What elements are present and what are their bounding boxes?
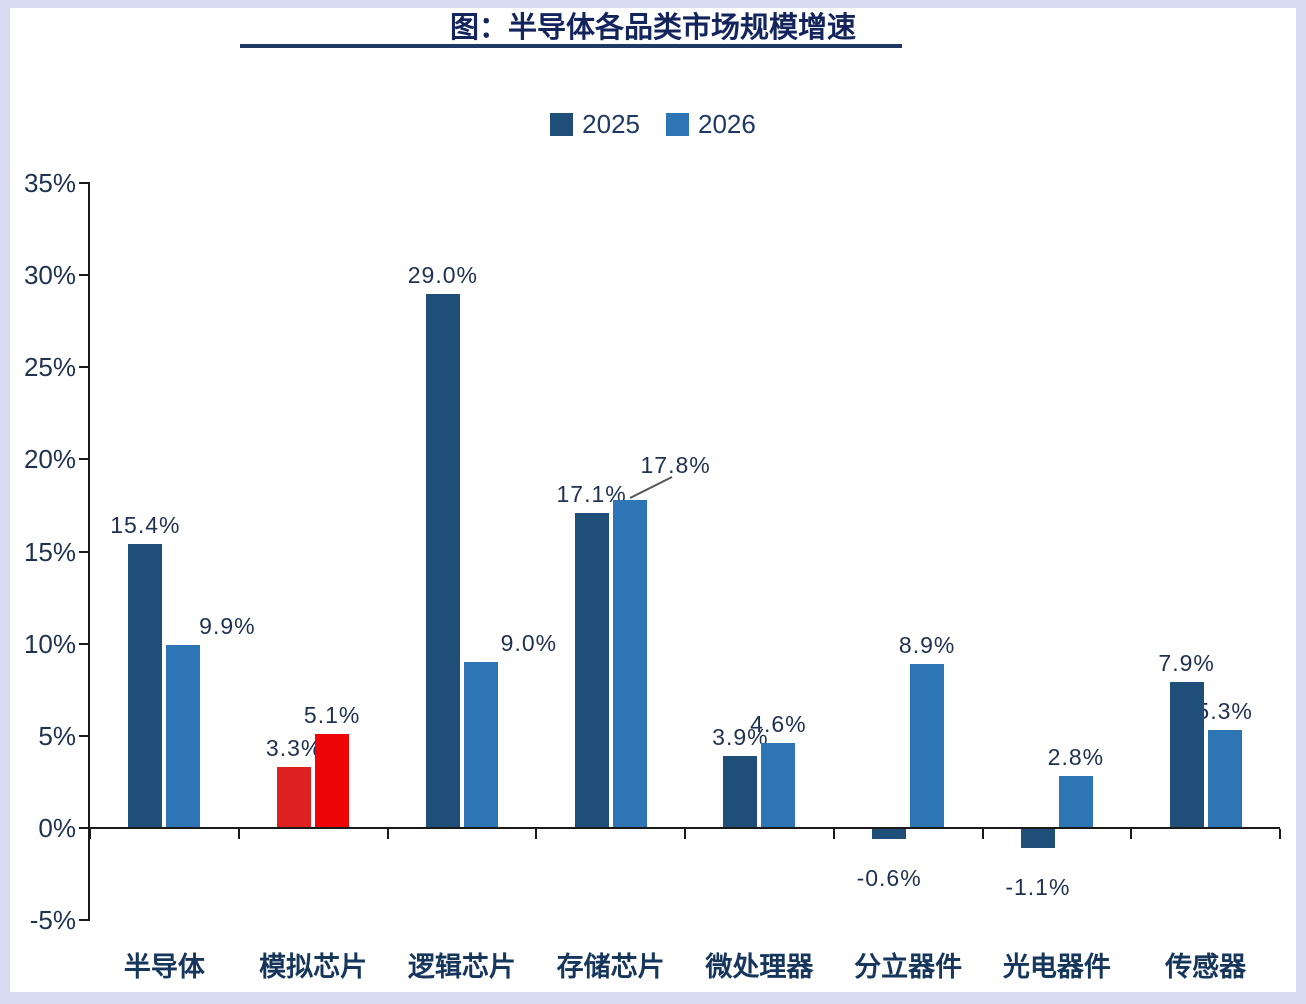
bar-label-2026-5: 8.9%	[898, 631, 956, 658]
y-tick-label: 0%	[38, 812, 76, 843]
chart-title: 图：半导体各品类市场规模增速	[449, 12, 856, 44]
bar-2025-1	[277, 767, 312, 828]
y-tick-mark	[79, 550, 90, 553]
y-tick-label: 25%	[23, 352, 76, 383]
bar-label-2026-6: 2.8%	[1047, 744, 1105, 771]
bar-label-2025-0: 15.4%	[110, 512, 181, 539]
category-label-7: 传感器	[1165, 952, 1247, 982]
x-axis-tick	[386, 828, 389, 839]
bar-2026-3	[612, 499, 647, 828]
bar-label-2026-7: 5.3%	[1196, 698, 1253, 725]
x-axis-tick	[832, 828, 835, 839]
y-tick-label: 35%	[23, 168, 76, 198]
y-tick-mark	[79, 826, 90, 829]
x-axis-tick	[1130, 828, 1133, 839]
bar-label-2026-0: 9.9%	[199, 613, 256, 640]
x-axis-line	[88, 826, 1280, 829]
category-label-2: 逻辑芯片	[407, 952, 516, 982]
category-label-1: 模拟芯片	[259, 952, 368, 982]
bar-label-2026-4: 4.6%	[750, 711, 807, 738]
bar-2025-4	[723, 756, 758, 828]
category-label-4: 微处理器	[705, 952, 814, 982]
y-tick-label: 30%	[23, 260, 76, 291]
y-tick-mark	[79, 919, 90, 921]
bar-2025-7	[1169, 682, 1204, 828]
bar-2025-0	[128, 544, 163, 828]
legend-item-2026: 2026	[666, 109, 756, 140]
bar-2026-1	[315, 733, 350, 828]
category-label-6: 光电器件	[1002, 952, 1111, 982]
bar-label-2026-1: 5.1%	[303, 701, 361, 728]
bar-2026-2	[463, 662, 498, 828]
legend-label: 2026	[698, 109, 756, 139]
legend: 2025 2026	[10, 109, 1296, 140]
category-label-3: 存储芯片	[556, 952, 665, 982]
bar-2026-6	[1058, 776, 1093, 828]
legend-swatch-2026	[666, 113, 689, 136]
category-label-0: 半导体	[123, 952, 205, 982]
y-tick-mark	[79, 274, 90, 277]
category-label-5: 分立器件	[854, 952, 963, 982]
bar-label-2025-2: 29.0%	[407, 261, 478, 288]
y-tick-label: -5%	[29, 905, 76, 935]
plot-area: 35% 30% 25% 20% 15% 10% 5% 0% -5% 15.4% 9.9% 半导体 3.3…	[24, 168, 1281, 982]
x-axis-tick	[237, 828, 240, 839]
y-tick-label: 15%	[23, 536, 76, 567]
bar-2026-4	[761, 743, 796, 828]
y-tick-label: 10%	[23, 628, 76, 659]
legend-item-2025: 2025	[550, 109, 640, 140]
bar-label-2026-2: 9.0%	[500, 630, 558, 657]
bar-label-2025-1: 3.3%	[265, 735, 323, 762]
y-axis-line	[88, 183, 90, 920]
y-tick-mark	[79, 734, 90, 737]
y-tick-label: 20%	[23, 444, 76, 475]
chart-panel: 图：半导体各品类市场规模增速 2025 2026 35% 30% 25% 20% 15% 1…	[10, 8, 1296, 992]
x-axis-tick	[684, 828, 686, 839]
bar-2026-0	[166, 645, 201, 828]
y-tick-mark	[79, 642, 90, 645]
callout-leader-line	[629, 476, 673, 499]
bar-label-2025-4: 3.9%	[712, 724, 769, 751]
bar-label-2025-7: 7.9%	[1158, 650, 1215, 677]
title-underline	[240, 44, 902, 48]
y-tick-mark	[79, 182, 90, 184]
bar-2026-5	[910, 663, 945, 828]
x-axis-tick	[981, 828, 984, 839]
x-axis-tick	[1279, 828, 1281, 839]
y-tick-mark	[79, 458, 90, 461]
y-tick-mark	[79, 366, 90, 369]
x-axis-tick	[535, 828, 538, 839]
x-axis-tick	[89, 828, 91, 839]
bar-2025-6	[1020, 827, 1055, 849]
bar-2025-5	[872, 827, 907, 839]
legend-swatch-2025	[550, 113, 574, 136]
bar-2025-3	[574, 512, 609, 828]
bar-label-2025-5: -0.6%	[856, 864, 922, 891]
bar-2025-2	[425, 293, 460, 828]
legend-label: 2025	[582, 109, 640, 139]
bar-label-2025-6: -1.1%	[1005, 874, 1071, 901]
bar-label-2026-3: 17.8%	[640, 451, 711, 478]
bar-2026-7	[1207, 730, 1242, 828]
y-tick-label: 5%	[38, 720, 76, 751]
